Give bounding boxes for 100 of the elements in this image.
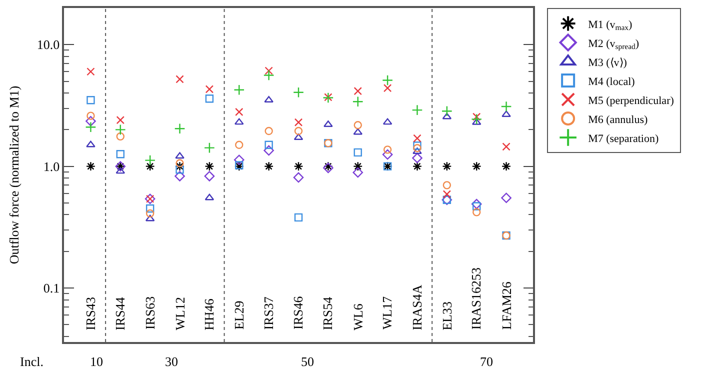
- point: [412, 152, 422, 164]
- point: [413, 142, 422, 150]
- point: [234, 84, 245, 96]
- point: [354, 121, 362, 130]
- point: [263, 70, 274, 81]
- point: [471, 114, 482, 125]
- point: [86, 96, 95, 104]
- point: [204, 194, 214, 200]
- point: [205, 85, 214, 94]
- x-tick-label: IRS43: [83, 296, 98, 330]
- point: [116, 150, 124, 158]
- point: [205, 94, 214, 103]
- point: [176, 75, 184, 84]
- x-tick-label: IRS46: [290, 296, 306, 330]
- point: [86, 68, 95, 76]
- point: [175, 152, 184, 159]
- text: 70: [480, 354, 493, 369]
- y-tick-label: 0.1: [43, 280, 60, 296]
- point: [472, 208, 481, 216]
- point: [413, 144, 422, 152]
- x-tick-label: IRS54: [320, 296, 336, 330]
- point: [412, 162, 422, 172]
- y-axis-title: Outflow force (normalized to M1): [6, 86, 22, 264]
- point: [204, 162, 214, 172]
- x-tick-label: IRAS4A: [409, 284, 424, 330]
- x-tick-label: WL12: [172, 297, 188, 330]
- point: [442, 112, 452, 120]
- point: [413, 134, 422, 142]
- point: [442, 181, 452, 190]
- point: [472, 112, 481, 121]
- x-tick-label: IRAS16253: [468, 267, 484, 330]
- point: [146, 209, 154, 218]
- point: [235, 140, 244, 149]
- point: [116, 132, 124, 141]
- point: [114, 124, 126, 136]
- point: [294, 162, 304, 172]
- point: [234, 154, 244, 166]
- point: [472, 118, 482, 125]
- x-tick-label: EL33: [439, 302, 454, 330]
- point: [264, 66, 273, 75]
- point: [86, 116, 96, 126]
- legend-label: M1 (v$_{max}$): [588, 18, 633, 32]
- text: 30: [165, 354, 178, 369]
- x-tick-label: EL29: [232, 300, 247, 330]
- point: [204, 171, 215, 182]
- point: [442, 162, 452, 172]
- point: [352, 167, 364, 178]
- x-tick-label: IRS44: [112, 296, 128, 330]
- point: [145, 214, 155, 222]
- point: [441, 106, 452, 117]
- point: [176, 165, 184, 174]
- x-tick-label: WL17: [380, 296, 395, 330]
- point: [86, 162, 96, 172]
- point: [352, 96, 364, 108]
- point: [472, 202, 481, 210]
- text: Incl.: [20, 354, 44, 369]
- point: [383, 84, 392, 92]
- point: [264, 162, 274, 172]
- point: [294, 118, 303, 126]
- point: [500, 101, 512, 112]
- point: [145, 162, 155, 172]
- y-tick-label: 1.0: [43, 158, 60, 174]
- point: [412, 104, 423, 116]
- point: [264, 126, 273, 136]
- point: [174, 123, 186, 134]
- legend-label: M2 (v$_{spread}$): [588, 38, 640, 52]
- point: [502, 142, 510, 151]
- y-tick-label: 10.0: [36, 37, 60, 52]
- point: [293, 86, 304, 98]
- point: [472, 162, 482, 172]
- point: [471, 198, 482, 210]
- point: [264, 140, 273, 149]
- point: [174, 171, 185, 182]
- point: [176, 159, 184, 168]
- x-tick-label: IRS63: [142, 296, 158, 330]
- x-tick-label: IRS37: [260, 296, 276, 330]
- point: [501, 162, 512, 172]
- point: [382, 118, 392, 125]
- legend-label: M7 (separation): [588, 132, 659, 145]
- text: 10: [90, 354, 103, 369]
- point: [235, 108, 244, 116]
- point: [85, 122, 96, 133]
- legend-label: M6 (annulus): [588, 114, 648, 126]
- point: [86, 140, 96, 148]
- point: [353, 128, 363, 135]
- legend-label: M3 (⟨v⟩): [588, 56, 628, 69]
- point: [116, 116, 124, 124]
- point: [144, 154, 156, 166]
- point: [293, 172, 304, 183]
- x-tick-label: HH46: [201, 298, 216, 330]
- point: [294, 213, 303, 222]
- point: [264, 145, 274, 156]
- x-tick-label: LFAM26: [498, 281, 514, 330]
- x-tick-label: WL6: [350, 303, 366, 330]
- point: [383, 146, 392, 154]
- point: [354, 148, 362, 157]
- legend-label: M4 (local): [588, 76, 636, 88]
- point: [382, 149, 393, 160]
- point: [354, 87, 362, 96]
- point: [294, 134, 304, 140]
